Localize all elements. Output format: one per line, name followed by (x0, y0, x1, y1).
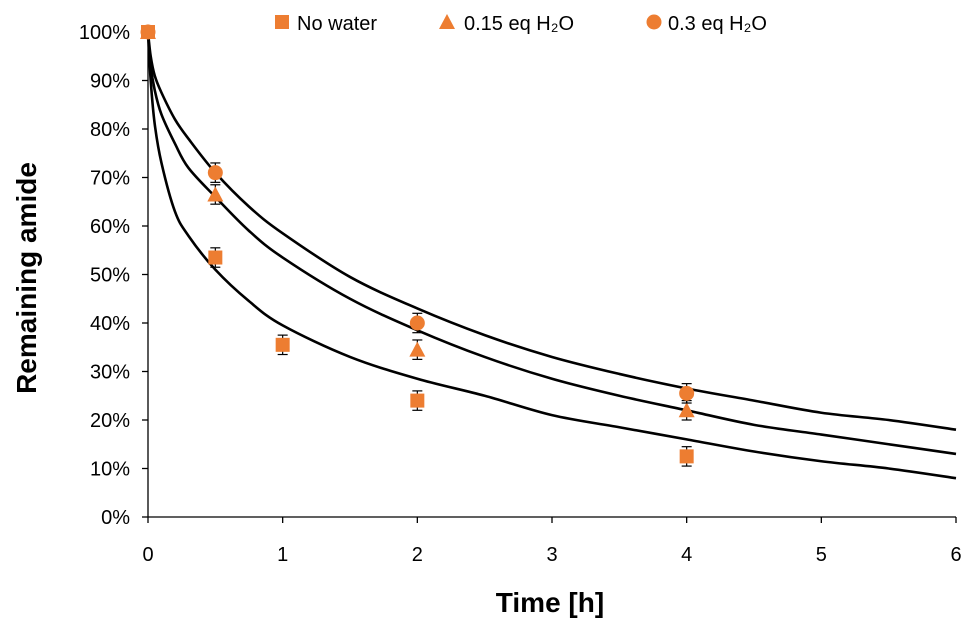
y-tick-label: 30% (90, 362, 130, 384)
y-tick-label: 0% (101, 507, 130, 529)
data-point-series-2 (409, 315, 425, 331)
data-point-series-2 (140, 24, 156, 40)
legend-marker-circle (646, 14, 662, 30)
y-tick-label: 50% (90, 265, 130, 287)
data-point-series-1 (678, 402, 695, 418)
y-tick-label: 70% (90, 168, 130, 190)
data-point-series-2 (679, 385, 695, 401)
data-point-series-1 (207, 186, 224, 202)
data-point-series-2 (207, 165, 223, 181)
fit-curve-series-2 (146, 31, 957, 431)
fit-curves (146, 31, 957, 480)
legend-label-no-water: No water (297, 13, 377, 35)
data-point-series-0 (410, 393, 425, 408)
fit-curve-series-0 (146, 31, 957, 480)
x-tick-label: 1 (277, 544, 288, 566)
y-tick-label: 20% (90, 410, 130, 432)
x-tick-label: 3 (546, 544, 557, 566)
legend: No water 0.15 eq H₂O 0.3 eq H₂O (275, 13, 767, 35)
legend-label-015-eq-water: 0.15 eq H₂O (464, 13, 574, 35)
x-tick-label: 2 (412, 544, 423, 566)
data-point-series-0 (208, 250, 223, 265)
legend-marker-triangle (439, 14, 455, 29)
y-tick-label: 90% (90, 71, 130, 93)
legend-item-03-eq-water: 0.3 eq H₂O (646, 13, 767, 35)
data-point-series-0 (679, 449, 694, 464)
axes: 0% 10% 20% 30% 40% 50% 60% 70% 80% 90% 100% 0 1 2 3 4 5 6 (79, 22, 962, 566)
y-tick-label: 100% (79, 22, 130, 44)
x-tick-label: 5 (816, 544, 827, 566)
x-tick-label: 0 (142, 544, 153, 566)
legend-marker-square (275, 15, 289, 29)
data-points (140, 24, 695, 467)
legend-item-015-eq-water: 0.15 eq H₂O (439, 13, 574, 35)
legend-label-03-eq-water: 0.3 eq H₂O (668, 13, 767, 35)
y-tick-label: 40% (90, 313, 130, 335)
data-point-series-1 (409, 341, 426, 357)
y-axis-title: Remaining amide (11, 162, 42, 394)
data-point-series-0 (275, 337, 290, 352)
y-tick-label: 80% (90, 119, 130, 141)
x-axis-title: Time [h] (496, 587, 604, 618)
y-tick-label: 60% (90, 216, 130, 238)
x-tick-label: 4 (681, 544, 692, 566)
legend-item-no-water: No water (275, 13, 377, 35)
x-tick-label: 6 (950, 544, 961, 566)
y-tick-label: 10% (90, 459, 130, 481)
fit-curve-series-1 (146, 31, 957, 456)
